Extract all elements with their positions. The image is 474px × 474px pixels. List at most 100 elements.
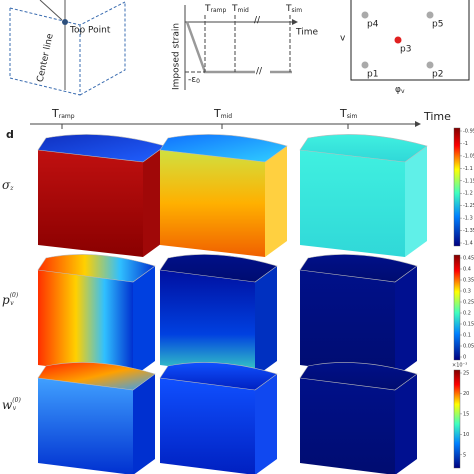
colorbar [453, 369, 461, 469]
cube-top [299, 134, 428, 163]
cube-top [37, 362, 156, 391]
point-label: p5 [432, 20, 443, 30]
cube-top [159, 362, 278, 391]
cube-side [143, 146, 165, 257]
label: Tmid [213, 107, 232, 120]
point [394, 36, 402, 44]
cube [299, 362, 418, 474]
cube-front [38, 150, 143, 257]
point-label: p4 [367, 20, 379, 30]
sub: ramp [59, 113, 75, 120]
sup: (0) [12, 397, 21, 404]
label: Tmid [231, 4, 249, 14]
cube-side [255, 374, 277, 474]
cube-edge [9, 8, 81, 96]
cube-front [300, 270, 395, 377]
cube-edge [79, 2, 126, 96]
colorbar-tick-label: 0.25 [463, 300, 474, 306]
y-label: Imposed strain [172, 23, 182, 90]
cube-side [255, 266, 277, 377]
cube-top [37, 254, 156, 283]
panel-a [9, 1, 126, 96]
top-point [62, 19, 68, 25]
sup: (0) [10, 292, 19, 299]
colorbar-tick-label: 0.35 [463, 278, 474, 284]
x-label: φv [395, 85, 405, 95]
label: -ε0 [188, 75, 200, 85]
colorbar-tick-label: -1.05 [463, 153, 474, 159]
cube-front [160, 378, 255, 474]
cube-side [133, 374, 155, 474]
colorbar-tick-label: 0.45 [463, 256, 474, 262]
colorbar-tick-label: -1.2 [463, 191, 473, 197]
cube [299, 254, 418, 377]
colorbar-tick-label: 20 [463, 391, 469, 397]
point [426, 11, 434, 19]
colorbar-tick-label: -1.3 [463, 216, 473, 222]
point-label: p3 [400, 45, 411, 55]
sub: z [9, 185, 14, 192]
label: Tramp [204, 4, 226, 14]
cube-side [405, 146, 427, 257]
cube-side [265, 146, 287, 257]
cube-front [160, 270, 255, 377]
cube-front [300, 150, 405, 257]
label: Tsim [339, 107, 358, 120]
colorbar-tick-label: 0.15 [463, 322, 474, 328]
point-label: p1 [367, 70, 378, 80]
cube [159, 134, 288, 257]
colorbar-tick-label: 10 [463, 432, 469, 438]
main: φ [395, 85, 401, 95]
label: Time [295, 28, 318, 38]
main: w [2, 398, 13, 412]
colorbar-tick-label: 0.4 [463, 267, 471, 273]
arrow [39, 0, 63, 21]
label: Tramp [51, 107, 75, 120]
cube [159, 254, 278, 377]
main: -ε [188, 75, 196, 85]
colorbar-tick-label: -0.95 [463, 129, 474, 135]
cube-front [38, 378, 133, 474]
cube-side [395, 266, 417, 377]
y-label: v [340, 34, 346, 44]
cube-front [38, 270, 133, 377]
row-label: w(0) v [2, 397, 21, 412]
sub: sim [292, 7, 303, 14]
break: // [256, 67, 263, 77]
cube [159, 362, 278, 474]
row-label: σz [2, 178, 14, 192]
colorbar-tick-label: -1.15 [463, 178, 474, 184]
cube-top [159, 134, 288, 163]
label: Tsim [285, 4, 302, 14]
colorbar-tick-label: 0.3 [463, 289, 471, 295]
sub: ramp [211, 7, 227, 14]
sub: sim [347, 113, 358, 120]
label: Time [423, 110, 451, 123]
cube-top [159, 254, 278, 283]
cube [37, 254, 156, 377]
cube-top [299, 362, 418, 391]
main: T [339, 107, 347, 120]
point [426, 61, 434, 69]
colorbar-tick-label: 15 [463, 411, 469, 417]
point [361, 11, 369, 19]
colorbar-tick-label: 0.05 [463, 344, 474, 350]
point [361, 61, 369, 69]
colorbar [453, 254, 461, 361]
colorbar-tick-label: 5 [463, 452, 466, 458]
cube-edge [9, 1, 126, 26]
cube-side [133, 266, 155, 377]
panel-c: v φv [340, 0, 470, 95]
cube [37, 362, 156, 474]
colorbar-unit: ×10⁻³ [452, 363, 467, 369]
colorbar-tick-label: 0 [463, 355, 466, 361]
point-label: p2 [432, 70, 443, 80]
sub: v [13, 405, 17, 412]
colorbar-tick-label: -1.1 [463, 166, 473, 172]
main: T [285, 4, 292, 14]
colorbar-tick-label: 25 [463, 371, 469, 377]
arrowhead [415, 121, 421, 127]
sub: v [10, 300, 14, 307]
colorbar-tick-label: 0.1 [463, 333, 471, 339]
